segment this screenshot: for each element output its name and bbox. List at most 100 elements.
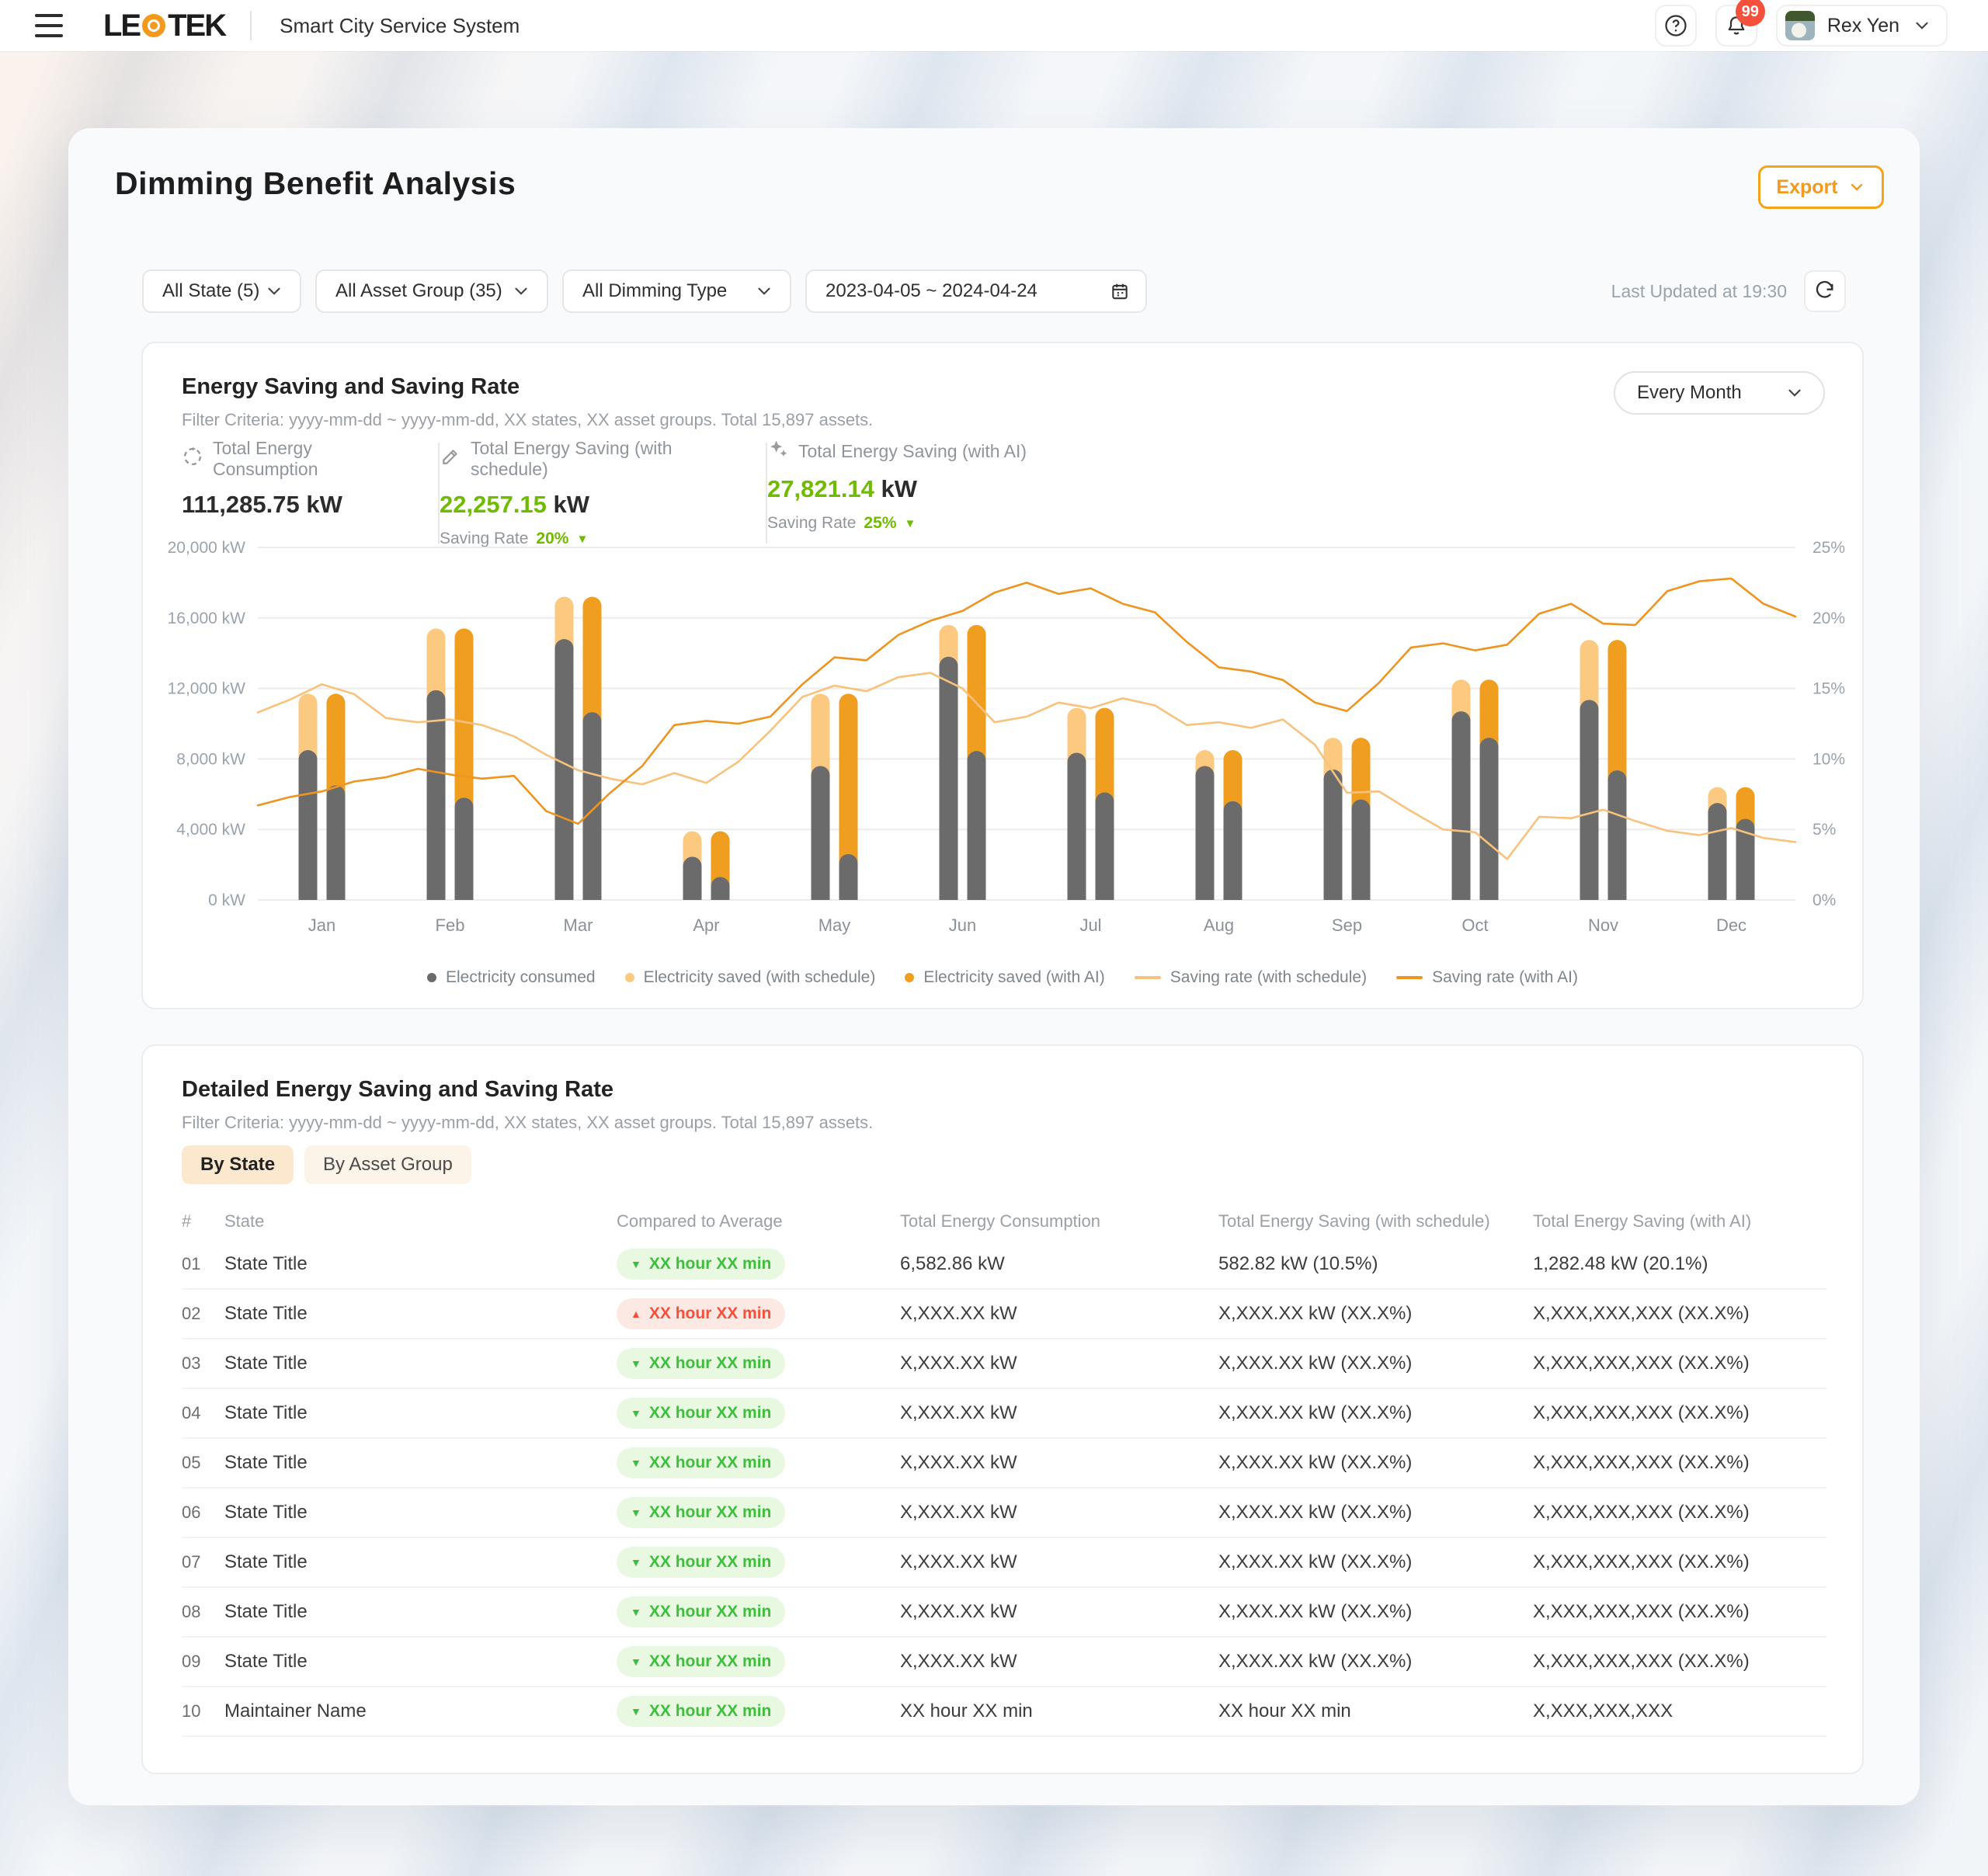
row-number: 03 — [182, 1353, 201, 1373]
logo-text-left: LE — [103, 8, 141, 43]
row-name: State Title — [224, 1601, 308, 1622]
row-number: 06 — [182, 1503, 201, 1522]
table-row[interactable]: 09 State Title ▼ XX hour XX min X,XXX.XX kW X… — [182, 1638, 1826, 1687]
stat-value: 27,821.14 kW — [767, 475, 1062, 503]
row-number: 10 — [182, 1701, 201, 1721]
filter-all-state-5-[interactable]: All State (5) — [142, 269, 301, 313]
table-tabs: By State By Asset Group — [182, 1145, 471, 1184]
legend-item: Electricity consumed — [427, 968, 596, 987]
filter-all-asset-group-35-[interactable]: All Asset Group (35) — [315, 269, 548, 313]
user-menu[interactable]: Rex Yen — [1775, 5, 1948, 47]
legend-item: Saving rate (with schedule) — [1134, 968, 1367, 987]
chevron-down-icon — [1916, 22, 1928, 30]
cell-saving-ai: X,XXX,XXX,XXX (XX.X%) — [1533, 1551, 1750, 1572]
legend-item: Electricity saved (with schedule) — [624, 968, 876, 987]
triangle-down-icon: ▼ — [631, 1258, 641, 1270]
table-row[interactable]: 03 State Title ▼ XX hour XX min X,XXX.XX kW X… — [182, 1339, 1826, 1389]
trend-badge: ▼ XX hour XX min — [617, 1447, 786, 1478]
tab-by-asset-group[interactable]: By Asset Group — [304, 1145, 471, 1184]
chevron-down-icon — [515, 287, 527, 295]
table-row[interactable]: 02 State Title ▲ XX hour XX min X,XXX.XX kW X… — [182, 1290, 1826, 1339]
table-row[interactable]: 01 State Title ▼ XX hour XX min 6,582.86 kW 5… — [182, 1240, 1826, 1290]
triangle-down-icon: ▼ — [631, 1457, 641, 1469]
menu-icon[interactable] — [35, 14, 66, 37]
triangle-down-icon: ▼ — [631, 1506, 641, 1519]
tab-by-state[interactable]: By State — [182, 1145, 294, 1184]
refresh-button[interactable] — [1804, 270, 1846, 312]
row-name: State Title — [224, 1303, 308, 1324]
cell-saving-ai: X,XXX,XXX,XXX (XX.X%) — [1533, 1303, 1750, 1324]
chart-legend: Electricity consumed Electricity saved (w… — [143, 968, 1862, 987]
interval-select[interactable]: Every Month — [1614, 371, 1825, 415]
row-number: 08 — [182, 1602, 201, 1621]
column-header: Total Energy Consumption — [900, 1211, 1101, 1231]
svg-text:0 kW: 0 kW — [208, 891, 245, 909]
table-row[interactable]: 07 State Title ▼ XX hour XX min X,XXX.XX kW X… — [182, 1538, 1826, 1588]
row-name: State Title — [224, 1253, 308, 1274]
svg-text:25%: 25% — [1812, 539, 1845, 557]
chevron-down-icon — [268, 287, 280, 295]
help-icon — [1665, 15, 1687, 36]
saving-rate-value: 25% — [864, 514, 897, 532]
legend-item: Saving rate (with AI) — [1396, 968, 1578, 987]
cell-saving-schedule: 582.82 kW (10.5%) — [1218, 1253, 1378, 1274]
column-header: Total Energy Saving (with schedule) — [1218, 1211, 1490, 1231]
notifications-button[interactable]: 99 — [1715, 0, 1765, 47]
svg-text:20,000 kW: 20,000 kW — [168, 539, 246, 557]
cell-saving-schedule: X,XXX.XX kW (XX.X%) — [1218, 1353, 1413, 1374]
table-row[interactable]: 05 State Title ▼ XX hour XX min X,XXX.XX kW X… — [182, 1439, 1826, 1489]
cell-consumption: X,XXX.XX kW — [900, 1402, 1017, 1423]
stat-sparkles: Total Energy Saving (with AI) 27,821.14 k… — [767, 438, 1093, 548]
avatar — [1785, 11, 1815, 40]
svg-text:10%: 10% — [1812, 750, 1845, 768]
row-name: State Title — [224, 1452, 308, 1473]
table-header-row: # State Compared to Average Total Energy Co… — [182, 1203, 1826, 1240]
chevron-down-icon — [758, 287, 770, 295]
filter-date-range[interactable]: 2023-04-05 ~ 2024-04-24 — [805, 269, 1147, 313]
cell-consumption: X,XXX.XX kW — [900, 1651, 1017, 1672]
saving-rate-toggle[interactable]: Saving Rate 20% ▼ — [440, 530, 735, 548]
filter-all-dimming-type[interactable]: All Dimming Type — [562, 269, 791, 313]
cell-saving-schedule: X,XXX.XX kW (XX.X%) — [1218, 1402, 1413, 1423]
saving-rate-label: Saving Rate — [440, 530, 529, 547]
interval-select-value: Every Month — [1637, 382, 1742, 403]
cell-saving-ai: X,XXX,XXX,XXX (XX.X%) — [1533, 1353, 1750, 1374]
triangle-down-icon: ▼ — [631, 1357, 641, 1370]
trend-badge: ▼ XX hour XX min — [617, 1596, 786, 1628]
stat-label: Total Energy Saving (with AI) — [798, 440, 1027, 461]
stat-divider — [438, 443, 440, 544]
svg-text:Jan: Jan — [308, 915, 335, 935]
svg-text:Apr: Apr — [693, 915, 719, 935]
last-updated-text: Last Updated at 19:30 — [1611, 280, 1787, 301]
stat-unit: kW — [306, 491, 342, 518]
svg-text:Jun: Jun — [949, 915, 976, 935]
help-button[interactable] — [1654, 5, 1697, 47]
triangle-down-icon: ▼ — [631, 1705, 641, 1718]
cell-saving-ai: X,XXX,XXX,XXX — [1533, 1701, 1673, 1721]
table-row[interactable]: 04 State Title ▼ XX hour XX min X,XXX.XX kW X… — [182, 1389, 1826, 1439]
notification-badge: 99 — [1735, 0, 1765, 26]
table-row[interactable]: 08 State Title ▼ XX hour XX min X,XXX.XX kW X… — [182, 1588, 1826, 1638]
trend-badge: ▼ XX hour XX min — [617, 1348, 786, 1379]
export-button[interactable]: Export — [1758, 165, 1884, 209]
saving-rate-toggle[interactable]: Saving Rate 25% ▼ — [767, 514, 1062, 533]
cell-consumption: X,XXX.XX kW — [900, 1303, 1017, 1324]
trend-badge: ▼ XX hour XX min — [617, 1547, 786, 1578]
chart-filter-criteria: Filter Criteria: yyyy-mm-dd ~ yyyy-mm-dd… — [182, 410, 874, 429]
row-number: 02 — [182, 1304, 201, 1323]
svg-text:5%: 5% — [1812, 821, 1836, 839]
triangle-down-icon: ▼ — [904, 516, 916, 530]
svg-text:Feb: Feb — [436, 915, 465, 935]
page-title: Dimming Benefit Analysis — [115, 165, 516, 201]
svg-text:Sep: Sep — [1332, 915, 1362, 935]
row-name: State Title — [224, 1402, 308, 1423]
table-row[interactable]: 10 Maintainer Name ▼ XX hour XX min XX hour … — [182, 1687, 1826, 1737]
filter-row: All State (5) All Asset Group (35) All Dim… — [142, 269, 1846, 313]
svg-text:0%: 0% — [1812, 891, 1836, 909]
filter-label: All State (5) — [162, 280, 260, 301]
legend-label: Electricity saved (with schedule) — [643, 968, 876, 986]
table-row[interactable]: 06 State Title ▼ XX hour XX min X,XXX.XX kW X… — [182, 1489, 1826, 1538]
trend-badge: ▼ XX hour XX min — [617, 1398, 786, 1429]
svg-text:Aug: Aug — [1204, 915, 1234, 935]
stat-value: 111,285.75 kW — [182, 491, 407, 519]
